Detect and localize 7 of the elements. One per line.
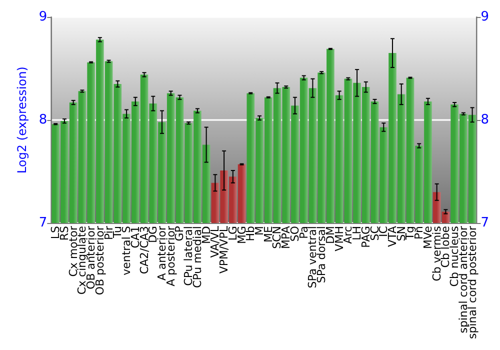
y2-tick-label: 7 — [480, 216, 490, 231]
y2-tick-label: 8 — [480, 112, 490, 128]
y-tick-label: 9 — [38, 10, 48, 24]
y-axis-title: Log2 (expression) — [15, 66, 29, 174]
y-tick-label: 7 — [38, 216, 48, 231]
y-tick-label: 8 — [38, 112, 48, 128]
y2-tick-label: 9 — [480, 10, 490, 24]
